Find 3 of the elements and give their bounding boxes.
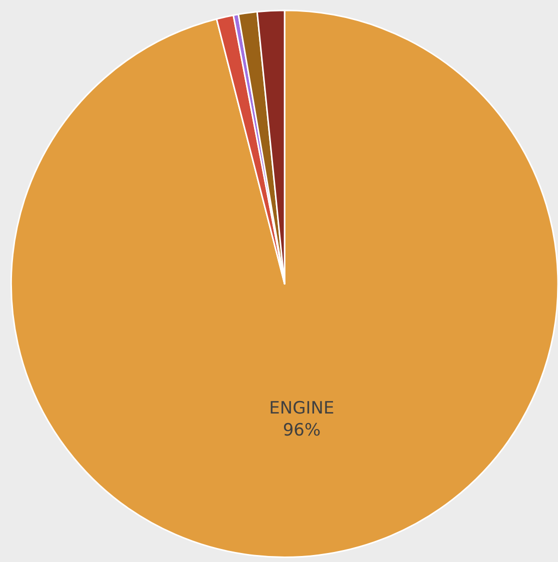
slice-label: ENGINE xyxy=(269,398,334,418)
data-label: 96% xyxy=(282,420,321,440)
pie-slice xyxy=(10,10,558,558)
